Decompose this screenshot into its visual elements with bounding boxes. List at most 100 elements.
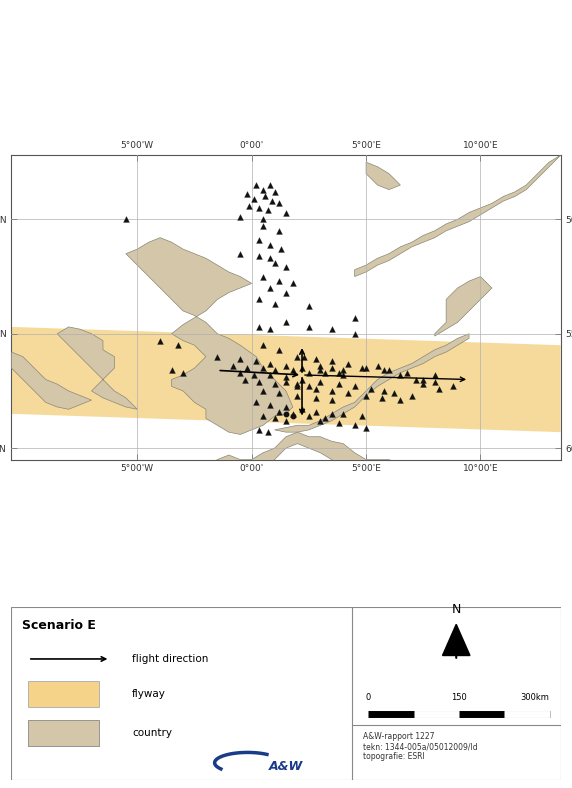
- Point: [297, 403, 307, 415]
- Point: [265, 238, 275, 251]
- Point: [362, 389, 371, 402]
- Point: [293, 351, 302, 363]
- Point: [327, 362, 336, 374]
- Point: [380, 364, 389, 377]
- Text: A&W: A&W: [269, 760, 303, 773]
- Point: [281, 286, 291, 299]
- Point: [304, 410, 313, 422]
- Point: [254, 234, 263, 247]
- Point: [293, 389, 302, 402]
- Point: [268, 195, 277, 207]
- Point: [396, 394, 405, 407]
- Point: [121, 213, 130, 225]
- Point: [270, 364, 279, 377]
- Point: [275, 387, 284, 400]
- Point: [252, 355, 261, 367]
- Point: [281, 400, 291, 413]
- Point: [384, 364, 394, 377]
- Point: [265, 179, 275, 191]
- Point: [327, 355, 336, 367]
- Point: [430, 376, 439, 388]
- Polygon shape: [11, 352, 92, 409]
- Point: [270, 298, 279, 310]
- Point: [236, 210, 245, 223]
- FancyBboxPatch shape: [28, 719, 100, 745]
- Point: [281, 261, 291, 273]
- Point: [297, 374, 307, 386]
- Point: [174, 339, 183, 351]
- Point: [350, 419, 359, 432]
- Point: [167, 364, 176, 377]
- Point: [327, 323, 336, 336]
- Point: [311, 405, 320, 418]
- Point: [373, 359, 382, 372]
- Point: [304, 366, 313, 379]
- Point: [304, 321, 313, 333]
- Point: [281, 316, 291, 329]
- Point: [263, 204, 272, 217]
- Text: N: N: [451, 603, 461, 615]
- Point: [254, 250, 263, 262]
- Point: [249, 192, 259, 205]
- Point: [334, 377, 343, 390]
- Point: [270, 377, 279, 390]
- Polygon shape: [57, 327, 137, 409]
- Point: [288, 277, 297, 290]
- Point: [304, 300, 313, 313]
- Point: [259, 213, 268, 225]
- Point: [254, 424, 263, 437]
- Point: [316, 376, 325, 388]
- Point: [288, 410, 297, 422]
- Point: [327, 385, 336, 397]
- Point: [236, 353, 245, 366]
- Point: [327, 394, 336, 407]
- Polygon shape: [126, 238, 293, 434]
- Point: [281, 371, 291, 384]
- Point: [275, 344, 284, 356]
- Point: [419, 374, 428, 386]
- Point: [265, 399, 275, 411]
- Point: [316, 414, 325, 427]
- Point: [254, 293, 263, 306]
- Point: [277, 243, 286, 255]
- Point: [334, 417, 343, 429]
- Point: [275, 405, 284, 418]
- Point: [252, 179, 261, 191]
- Point: [254, 321, 263, 333]
- Point: [366, 382, 375, 395]
- Point: [288, 407, 297, 420]
- Point: [407, 389, 416, 402]
- Text: country: country: [132, 727, 172, 738]
- Text: Scenario E: Scenario E: [22, 619, 96, 632]
- Point: [281, 206, 291, 219]
- Polygon shape: [11, 327, 561, 432]
- Point: [236, 247, 245, 260]
- Point: [350, 380, 359, 392]
- Point: [350, 311, 359, 324]
- Point: [259, 220, 268, 232]
- Point: [297, 362, 307, 374]
- Point: [311, 353, 320, 366]
- Point: [435, 382, 444, 395]
- Polygon shape: [355, 155, 561, 277]
- Point: [259, 410, 268, 422]
- Point: [293, 377, 302, 390]
- Point: [275, 275, 284, 288]
- Point: [378, 392, 387, 404]
- Point: [265, 281, 275, 294]
- Point: [261, 190, 270, 203]
- Point: [236, 366, 245, 379]
- Point: [245, 199, 254, 212]
- Point: [281, 376, 291, 388]
- Point: [156, 334, 165, 347]
- Point: [270, 186, 279, 199]
- FancyBboxPatch shape: [28, 682, 100, 708]
- Point: [380, 385, 389, 397]
- Point: [362, 362, 371, 374]
- Point: [288, 364, 297, 377]
- Point: [403, 366, 412, 379]
- Point: [275, 197, 284, 210]
- Point: [327, 407, 336, 420]
- Point: [249, 369, 259, 381]
- Point: [281, 407, 291, 420]
